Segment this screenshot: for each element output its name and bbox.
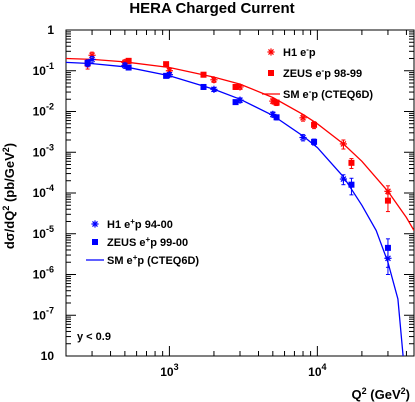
- data-point: [339, 140, 348, 148]
- y-tick-label: 10-4: [33, 183, 54, 200]
- legend-zeus-em-marker: [268, 70, 274, 76]
- y-tick-label: 1: [47, 23, 54, 37]
- marker-stroke: [92, 221, 98, 227]
- data-point: [232, 83, 239, 90]
- marker-stroke: [121, 62, 128, 69]
- legend-h1-ep-marker: [91, 220, 99, 228]
- series-zeus_em: [84, 57, 391, 213]
- legend-h1-ep-label: H1 e+p 94-00: [107, 217, 173, 231]
- data-point: [84, 59, 91, 66]
- marker-stroke: [340, 140, 347, 147]
- y-tick-label: 10-2: [33, 102, 54, 119]
- legend-square-marker: [92, 239, 98, 245]
- marker-stroke: [211, 76, 217, 83]
- legend-e-minus: H1 e-p ZEUS e-p 98-99 SM e-p (CTEQ6D): [262, 45, 373, 101]
- data-point: [232, 99, 239, 106]
- legend-h1-em-marker: [267, 48, 275, 56]
- data-point: [348, 159, 355, 166]
- chart-title: HERA Charged Current: [129, 0, 294, 17]
- marker-stroke: [268, 49, 274, 55]
- series-curve-sm_ep: [66, 61, 404, 356]
- cut-annotation: y < 0.9: [77, 331, 111, 343]
- y-tick-label: 10-1: [33, 61, 54, 78]
- data-point: [200, 71, 207, 78]
- legend-h1-em-label: H1 e-p: [283, 45, 316, 59]
- data-point: [348, 181, 355, 188]
- marker-stroke: [211, 86, 217, 93]
- data-point: [299, 114, 307, 122]
- data-point: [163, 61, 170, 68]
- data-point: [210, 85, 218, 93]
- legend-star-marker: [91, 220, 99, 228]
- y-tick-label: 10-6: [33, 265, 54, 282]
- marker-stroke: [269, 98, 276, 105]
- legend-zeus-ep-marker: [92, 239, 98, 245]
- data-point: [200, 83, 207, 90]
- marker-stroke: [340, 176, 347, 182]
- data-point: [311, 121, 318, 128]
- plot-area: 103 104 1 10-1 10-2 10-3 10-4 10-5 10-6 10-7 10: [33, 23, 415, 379]
- legend-zeus-ep-label: ZEUS e+p 99-00: [107, 235, 188, 249]
- legend-e-plus: H1 e+p 94-00 ZEUS e+p 99-00 SM e+p (CTEQ…: [86, 217, 199, 267]
- marker-stroke: [300, 134, 306, 141]
- data-point: [384, 197, 391, 204]
- data-point: [299, 133, 307, 142]
- marker-stroke: [300, 114, 306, 121]
- legend-sm-ep-label: SM e+p (CTEQ6D): [107, 253, 199, 267]
- y-tick-label: 10: [41, 349, 55, 363]
- legend-square-marker: [268, 70, 274, 76]
- data-point: [125, 64, 132, 71]
- data-point: [311, 138, 318, 145]
- data-point: [210, 76, 218, 84]
- y-tick-label: 10-7: [33, 305, 54, 322]
- series-h1_em: [88, 51, 392, 200]
- x-tick-label: 104: [308, 362, 326, 379]
- legend-zeus-em-label: ZEUS e-p 98-99: [283, 66, 362, 80]
- series-curve-sm_em: [66, 57, 414, 231]
- legend-sm-em-label: SM e-p (CTEQ6D): [283, 87, 373, 101]
- data-point: [384, 244, 391, 251]
- marker-stroke: [269, 111, 276, 118]
- series-zeus_ep: [84, 59, 391, 268]
- y-axis-label: dσ/dQ2 (pb/GeV2): [1, 143, 17, 249]
- marker-stroke: [385, 188, 391, 195]
- data-point: [125, 57, 132, 64]
- data-point: [273, 114, 280, 121]
- data-point: [339, 175, 348, 183]
- y-tick-label: 10-5: [33, 224, 54, 241]
- x-tick-label: 103: [160, 362, 178, 379]
- data-point: [163, 72, 170, 79]
- x-axis-label: Q2 (GeV2): [352, 386, 410, 402]
- legend-star-marker: [267, 48, 275, 56]
- data-point: [273, 99, 280, 106]
- y-tick-label: 10-3: [33, 142, 54, 159]
